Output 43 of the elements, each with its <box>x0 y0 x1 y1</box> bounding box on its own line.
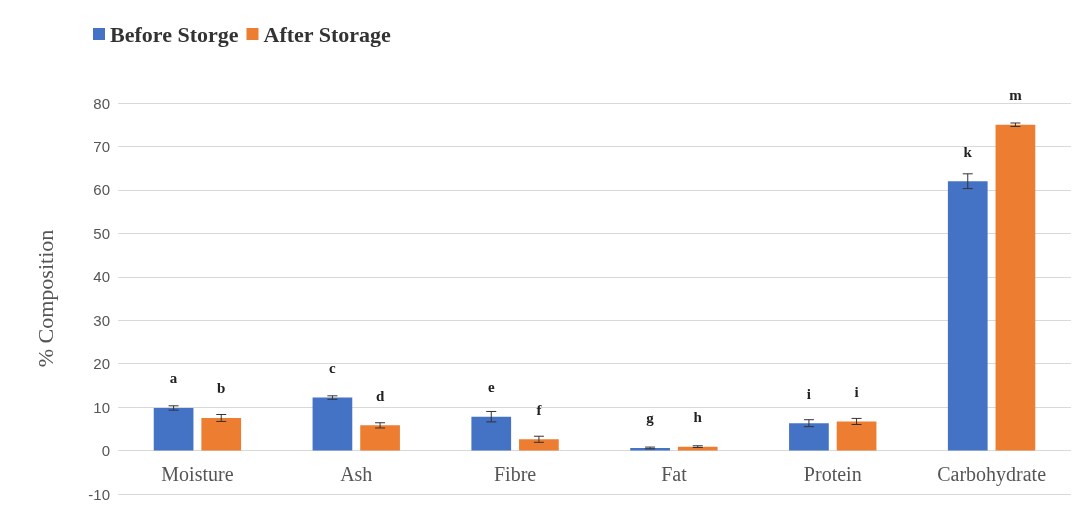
bar <box>677 446 718 451</box>
data-label: m <box>1009 87 1023 104</box>
x-tick-label: Fibre <box>493 463 537 485</box>
data-label: e <box>487 379 495 396</box>
x-tick-label: Ash <box>340 463 373 485</box>
bar <box>947 181 988 451</box>
bar <box>153 407 194 451</box>
bar <box>519 439 559 451</box>
data-label: k <box>963 143 973 160</box>
data-label: a <box>169 370 178 387</box>
bar <box>789 423 829 451</box>
x-tick-label: Moisture <box>161 463 234 485</box>
data-label: i <box>854 383 859 400</box>
y-tick-label: 30 <box>93 311 110 329</box>
y-tick-label: 20 <box>93 355 110 373</box>
x-tick-label: Fat <box>661 463 688 485</box>
bar <box>995 124 1036 451</box>
data-label: b <box>217 380 226 397</box>
data-label: h <box>693 409 703 426</box>
bar <box>471 416 512 451</box>
x-tick-label: Protein <box>803 463 862 485</box>
legend-label: After Storage <box>263 21 391 47</box>
data-label: g <box>646 410 655 427</box>
legend-label: Before Storge <box>110 21 239 47</box>
data-label: i <box>806 385 812 402</box>
bar <box>312 397 353 451</box>
x-tick-label: Carbohydrate <box>937 463 1047 486</box>
y-tick-label: 40 <box>93 268 110 286</box>
y-tick-label: 80 <box>93 94 110 112</box>
bar <box>360 425 400 451</box>
y-tick-label: -10 <box>88 485 110 503</box>
bar <box>201 417 242 451</box>
y-tick-label: 0 <box>101 442 110 460</box>
y-tick-label: 60 <box>93 181 110 199</box>
data-label: c <box>329 360 337 377</box>
bar <box>836 421 877 451</box>
y-tick-label: 50 <box>93 224 110 242</box>
y-tick-label: 10 <box>93 398 110 416</box>
y-tick-label: 70 <box>93 137 110 155</box>
data-label: d <box>375 387 385 404</box>
bar <box>630 447 670 451</box>
data-label: f <box>536 401 543 418</box>
y-axis-title: % Composition <box>32 229 58 368</box>
